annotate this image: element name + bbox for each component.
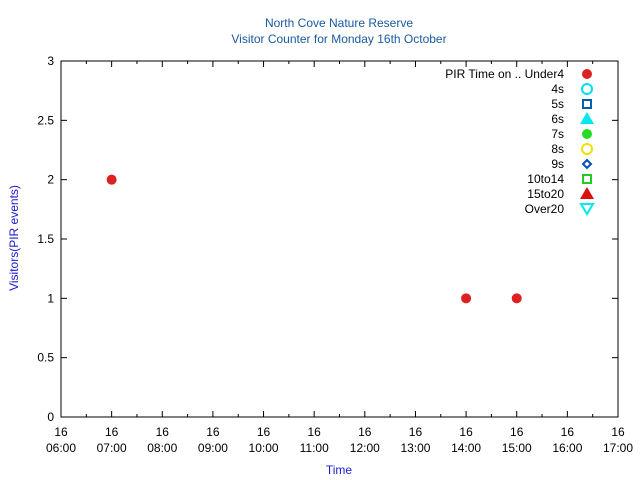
legend-marker [581,83,593,95]
x-tick-label-day: 16 [409,425,423,439]
plot-frame [60,60,619,418]
legend-label: 10to14 [527,172,564,186]
x-tick-label-day: 16 [206,425,220,439]
legend-marker [582,99,592,109]
y-tick-label: 1.5 [37,232,54,246]
legend-label: 8s [551,142,564,156]
legend-marker [579,203,595,216]
x-tick-label-time: 17:00 [603,441,633,455]
chart-subtitle: Visitor Counter for Monday 16th October [231,32,446,46]
x-tick-label-day: 16 [611,425,625,439]
legend-marker [582,129,592,139]
legend-label: 9s [551,157,564,171]
legend-label: 6s [551,112,564,126]
y-axis-label: Visitors(PIR events) [7,185,21,291]
legend-marker [581,143,593,155]
x-tick-label-time: 11:00 [300,441,329,455]
legend-label: 15to20 [527,187,564,201]
legend-label: 4s [551,82,564,96]
legend-marker [581,158,593,170]
x-tick-label-day: 16 [54,425,68,439]
x-tick-label-day: 16 [561,425,575,439]
y-tick-label: 2 [47,173,54,187]
x-tick-label-time: 13:00 [400,441,430,455]
legend-marker [582,174,592,184]
x-tick-label-time: 12:00 [350,441,380,455]
x-tick-label-time: 06:00 [46,441,76,455]
y-tick-label: 2.5 [37,113,54,127]
x-tick-label-day: 16 [257,425,271,439]
y-tick-label: 0 [47,410,54,424]
x-tick-label-time: 08:00 [147,441,177,455]
legend-label: 5s [551,97,564,111]
legend-label: Over20 [525,202,565,216]
x-tick-label-time: 10:00 [249,441,279,455]
x-tick-label-day: 16 [459,425,473,439]
legend-label: 7s [551,127,564,141]
x-tick-label-day: 16 [105,425,119,439]
x-axis-label: Time [326,463,353,477]
data-point [511,293,522,304]
x-tick-label-day: 16 [308,425,322,439]
legend-label: PIR Time on .. Under4 [445,67,564,81]
x-tick-label-day: 16 [510,425,524,439]
legend-marker [580,112,594,124]
y-tick-label: 0.5 [37,351,54,365]
x-tick-label-time: 16:00 [552,441,582,455]
y-tick-label: 3 [47,54,54,68]
x-tick-label-time: 07:00 [97,441,127,455]
x-tick-label-day: 16 [358,425,372,439]
x-tick-label-time: 15:00 [502,441,532,455]
x-tick-label-day: 16 [156,425,170,439]
chart-title: North Cove Nature Reserve [265,16,413,30]
legend-marker [582,69,592,79]
x-tick-label-time: 14:00 [451,441,481,455]
data-point [461,293,472,304]
legend-marker [580,187,594,199]
data-point [106,174,117,185]
x-tick-label-time: 09:00 [198,441,228,455]
y-tick-label: 1 [47,291,54,305]
